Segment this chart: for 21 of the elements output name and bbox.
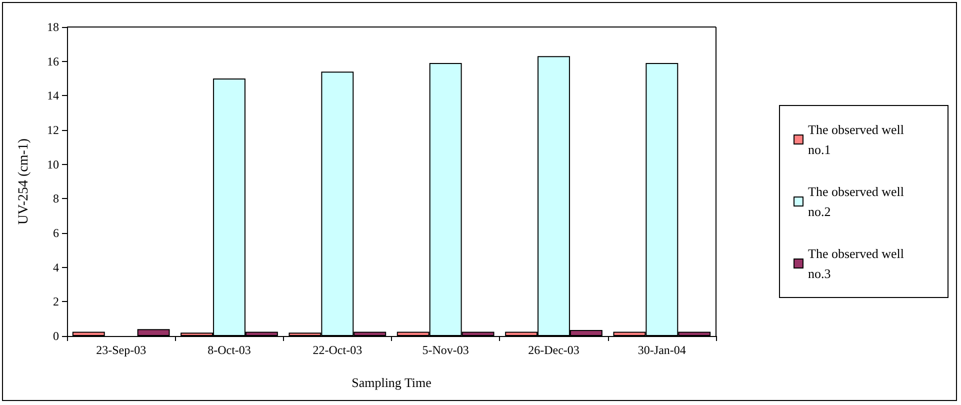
y-tick-label: 6 [53,226,59,240]
x-tick-label: 30-Jan-04 [638,343,686,357]
y-tick-label: 0 [53,329,59,343]
y-tick-label: 10 [47,157,59,172]
x-axis-title: Sampling Time [352,375,432,390]
legend-label: The observed well no.2 [808,184,908,219]
x-tick-label: 22-Oct-03 [312,343,362,357]
x-tick-label: 26-Dec-03 [528,343,580,357]
x-tick-label: 23-Sep-03 [96,343,146,357]
y-tick-label: 14 [47,88,59,103]
y-tick-label: 4 [53,260,59,274]
y-tick-label: 18 [47,20,59,34]
x-tick-label: 8-Oct-03 [208,343,251,357]
x-tick-label: 5-Nov-03 [422,343,469,357]
y-tick-label: 8 [53,192,59,206]
y-tick-label: 2 [53,294,59,309]
legend-label: The observed well no.3 [808,246,908,281]
y-tick-label: 16 [47,54,59,68]
legend-label: The observed well no.1 [808,122,908,157]
y-tick-label: 12 [47,123,59,137]
y-axis-title: UV-254 (cm-1) [16,138,32,225]
